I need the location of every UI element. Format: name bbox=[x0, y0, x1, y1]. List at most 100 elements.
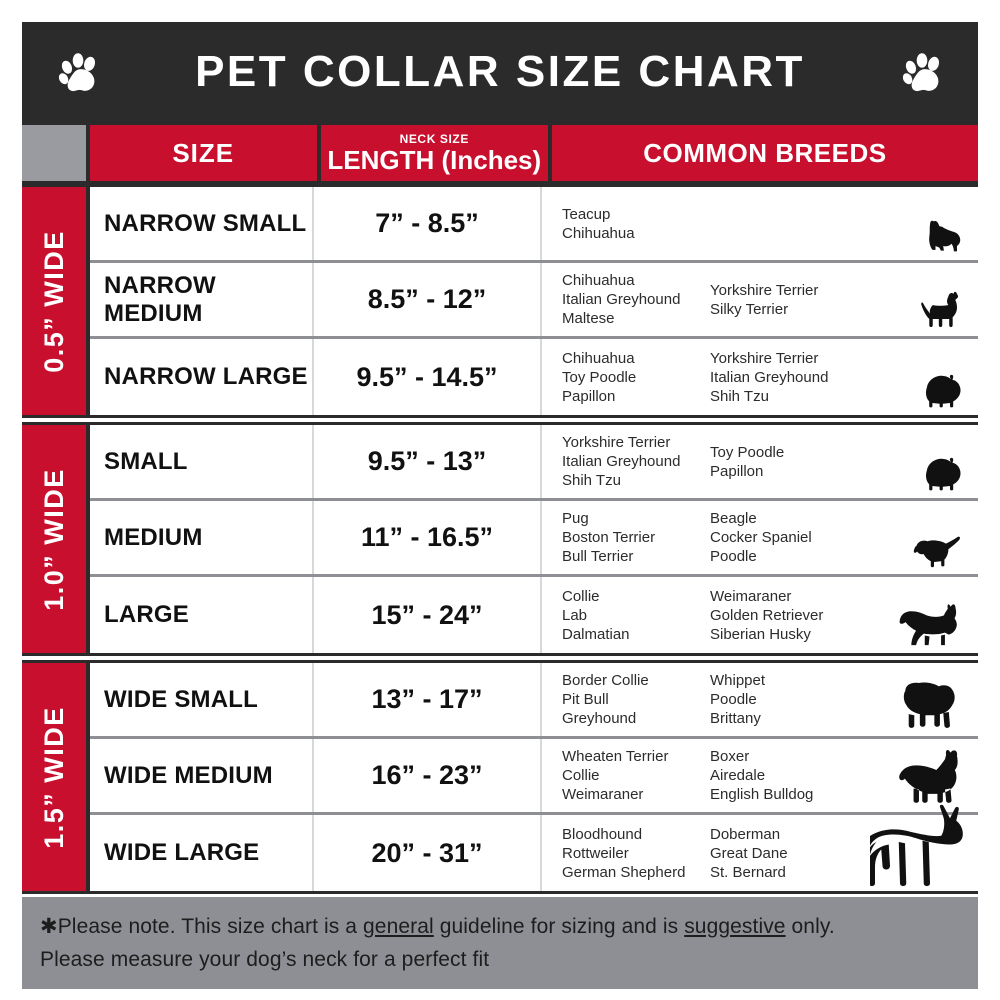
width-label-1: 0.5” WIDE bbox=[22, 187, 86, 415]
breed-list-col1: Border Collie Pit Bull Greyhound bbox=[562, 671, 710, 728]
section-rows: SMALL 9.5” - 13” Yorkshire Terrier Italian … bbox=[90, 425, 978, 653]
breed-name: Doberman bbox=[710, 825, 781, 843]
breed-list-col1: Wheaten Terrier Collie Weimaraner bbox=[562, 747, 710, 804]
breed-name: Rottweiler bbox=[562, 844, 629, 862]
cell-size: MEDIUM bbox=[90, 501, 314, 574]
breed-name: Chihuahua bbox=[562, 224, 635, 242]
breed-name: Siberian Husky bbox=[710, 625, 811, 643]
breed-name: Boxer bbox=[710, 748, 750, 765]
cell-common-breeds: Collie Lab Dalmatian Weimaraner Golden Retri… bbox=[542, 577, 978, 653]
yorkshire-terrier-silhouette bbox=[924, 216, 970, 256]
breed-name: Bloodhound bbox=[562, 825, 643, 843]
breed-name: Papillon bbox=[710, 462, 764, 480]
breed-list-col1: Yorkshire Terrier Italian Greyhound Shih T… bbox=[562, 433, 710, 490]
table-row[interactable]: SMALL 9.5” - 13” Yorkshire Terrier Italian … bbox=[90, 425, 978, 501]
cell-common-breeds: Border Collie Pit Bull Greyhound Whippet Poo… bbox=[542, 663, 978, 736]
cell-common-breeds: Wheaten Terrier Collie Weimaraner Boxer Aire… bbox=[542, 739, 978, 812]
breed-name: Yorkshire Terrier bbox=[710, 281, 819, 299]
bulldog-silhouette bbox=[892, 676, 970, 732]
breed-name: Brittany bbox=[710, 710, 761, 727]
breed-list-col1: Chihuahua Toy Poodle Papillon bbox=[562, 349, 710, 406]
breed-list-col1: Collie Lab Dalmatian bbox=[562, 587, 710, 644]
breed-name: Silky Terrier bbox=[710, 300, 789, 318]
breed-name: Wheaten Terrier bbox=[562, 748, 669, 765]
breed-name: Shih Tzu bbox=[710, 387, 769, 405]
footer-note: ✱Please note. This size chart is a gener… bbox=[22, 897, 978, 989]
size-section: 0.5” WIDE NARROW SMALL 7” - 8.5” Teacup Chih… bbox=[22, 184, 978, 418]
cell-size: WIDE MEDIUM bbox=[90, 739, 314, 812]
breed-name: St. Bernard bbox=[710, 863, 786, 881]
footer-text-a: ✱Please note. This size chart is a bbox=[40, 915, 364, 938]
header-corner-cell bbox=[22, 125, 86, 181]
table-row[interactable]: MEDIUM 11” - 16.5” Pug Boston Terrier Bull T… bbox=[90, 501, 978, 577]
header-neck-size-label: NECK SIZE bbox=[399, 131, 469, 146]
breed-name: Chihuahua bbox=[562, 272, 635, 289]
breed-name: Poodle bbox=[710, 548, 757, 565]
table-row[interactable]: NARROW LARGE 9.5” - 14.5” Chihuahua Toy Poo… bbox=[90, 339, 978, 415]
paw-print-icon bbox=[58, 53, 96, 92]
breed-list-col2: Weimaraner Golden Retriever Siberian Husky bbox=[710, 587, 850, 644]
breed-name: Cocker Spaniel bbox=[710, 529, 812, 546]
cell-neck-length: 16” - 23” bbox=[314, 739, 542, 812]
breed-name: Border Collie bbox=[562, 672, 649, 689]
breed-name: Boston Terrier bbox=[562, 529, 656, 546]
section-rows: NARROW SMALL 7” - 8.5” Teacup Chihuahua NARR… bbox=[90, 187, 978, 415]
table-row[interactable]: WIDE SMALL 13” - 17” Border Collie Pit Bull… bbox=[90, 663, 978, 739]
breed-list-col2: Boxer Airedale English Bulldog bbox=[710, 747, 850, 804]
cell-size: NARROW LARGE bbox=[90, 339, 314, 415]
breed-name: Pit Bull bbox=[562, 691, 609, 708]
cell-common-breeds: Chihuahua Toy Poodle Papillon Yorkshire Ter… bbox=[542, 339, 978, 415]
breed-name: Airedale bbox=[710, 767, 766, 784]
cell-neck-length: 20” - 31” bbox=[314, 815, 542, 891]
footer-text-b: guideline for sizing and is bbox=[433, 915, 685, 938]
header-length: NECK SIZE LENGTH (Inches) bbox=[320, 125, 548, 181]
breed-name: Toy Poodle bbox=[710, 443, 785, 461]
cell-neck-length: 7” - 8.5” bbox=[314, 187, 542, 260]
breed-name: Dalmatian bbox=[562, 625, 630, 643]
cell-size: WIDE SMALL bbox=[90, 663, 314, 736]
chihuahua-silhouette bbox=[918, 288, 970, 332]
table-row[interactable]: WIDE LARGE 20” - 31” Bloodhound Rottweiler G… bbox=[90, 804, 978, 891]
footer-underline-suggestive: suggestive bbox=[684, 915, 786, 938]
page-title: PET COLLAR SIZE CHART bbox=[195, 47, 805, 96]
breed-name: English Bulldog bbox=[710, 786, 814, 803]
pomeranian-silhouette bbox=[922, 450, 970, 494]
breed-name: Bull Terrier bbox=[562, 548, 634, 565]
cell-neck-length: 15” - 24” bbox=[314, 577, 542, 653]
cell-common-breeds: Teacup Chihuahua bbox=[542, 187, 978, 260]
breed-name: Beagle bbox=[710, 510, 757, 527]
width-label-text: 1.5” WIDE bbox=[38, 705, 69, 849]
header-size: SIZE bbox=[89, 125, 317, 181]
pet-collar-size-chart: PET COLLAR SIZE CHART SIZE NECK SIZE LEN… bbox=[22, 22, 978, 989]
table-row[interactable]: LARGE 15” - 24” Collie Lab Dalmatian Weimaran… bbox=[90, 577, 978, 653]
breed-name: Great Dane bbox=[710, 844, 788, 862]
breed-list-col1: Bloodhound Rottweiler German Shepherd bbox=[562, 825, 710, 882]
breed-name: Greyhound bbox=[562, 710, 637, 727]
breed-name: Weimaraner bbox=[562, 786, 644, 803]
cell-common-breeds: Pug Boston Terrier Bull Terrier Beagle Cocke… bbox=[542, 501, 978, 574]
table-row[interactable]: NARROW SMALL 7” - 8.5” Teacup Chihuahua bbox=[90, 187, 978, 263]
breed-name: Toy Poodle bbox=[562, 368, 637, 386]
table-row[interactable]: NARROW MEDIUM 8.5” - 12” Chihuahua Italian … bbox=[90, 263, 978, 339]
cell-neck-length: 9.5” - 13” bbox=[314, 425, 542, 498]
table-header-row: SIZE NECK SIZE LENGTH (Inches) COMMON BR… bbox=[22, 122, 978, 184]
cell-neck-length: 13” - 17” bbox=[314, 663, 542, 736]
cell-common-breeds: Chihuahua Italian Greyhound Maltese Yorkshi… bbox=[542, 263, 978, 336]
title-bar: PET COLLAR SIZE CHART bbox=[22, 22, 978, 122]
breed-name: Maltese bbox=[562, 310, 615, 327]
header-common-breeds: COMMON BREEDS bbox=[551, 125, 978, 181]
paw-print-icon bbox=[902, 53, 940, 92]
breed-list-col2: Toy Poodle Papillon bbox=[710, 443, 850, 481]
breed-name: Pug bbox=[562, 510, 589, 527]
cell-size: SMALL bbox=[90, 425, 314, 498]
breed-name: Golden Retriever bbox=[710, 606, 824, 624]
breed-name: Italian Greyhound bbox=[562, 453, 681, 470]
breed-list-col1: Teacup Chihuahua bbox=[562, 205, 710, 243]
table-row[interactable]: WIDE MEDIUM 16” - 23” Wheaten Terrier Colli… bbox=[90, 739, 978, 815]
footer-text-c: only. bbox=[785, 915, 835, 938]
cell-size: LARGE bbox=[90, 577, 314, 653]
header-length-label: LENGTH (Inches) bbox=[327, 144, 542, 175]
breed-name: Italian Greyhound bbox=[710, 368, 829, 386]
breed-name: Yorkshire Terrier bbox=[562, 434, 671, 451]
size-section: 1.5” WIDE WIDE SMALL 13” - 17” Border Colli… bbox=[22, 660, 978, 894]
